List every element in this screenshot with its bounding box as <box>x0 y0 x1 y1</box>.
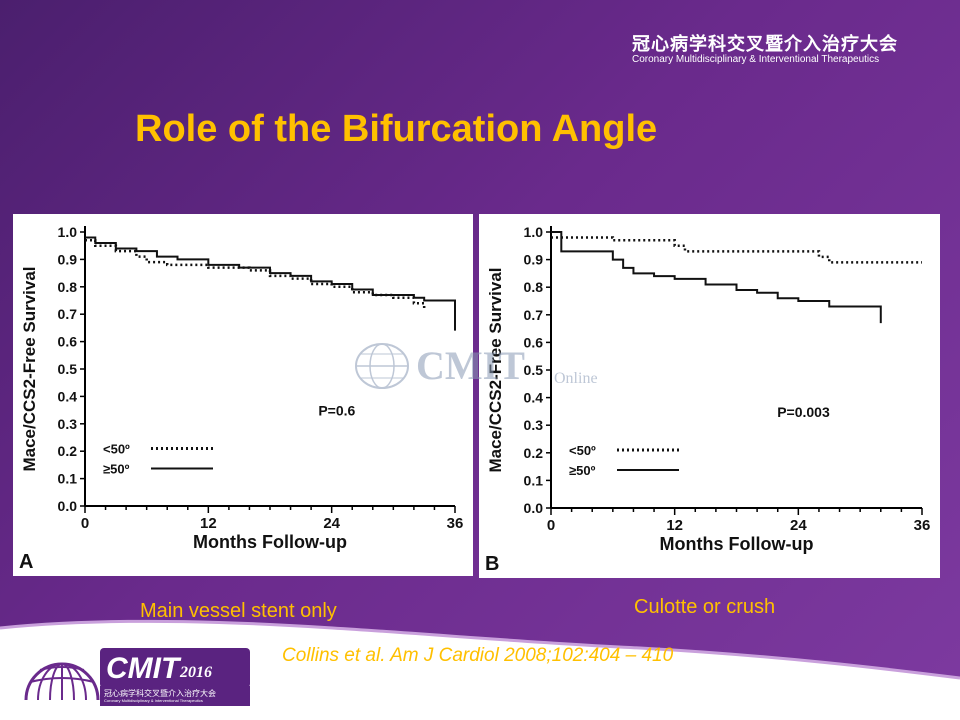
y-tick-label: 0.5 <box>524 362 544 378</box>
series-line-ge50 <box>85 236 456 331</box>
y-tick-label: 0.2 <box>524 445 544 461</box>
x-tick-label: 24 <box>790 517 807 534</box>
p-value-annotation: P=0.6 <box>318 403 355 419</box>
logo-english: Coronary Multidisciplinary & Interventio… <box>104 698 203 703</box>
legend-label: <50º <box>569 443 596 458</box>
x-tick-label: 12 <box>200 515 217 532</box>
x-tick-label: 36 <box>914 517 931 534</box>
y-tick-label: 0.5 <box>58 361 78 377</box>
y-tick-label: 0.8 <box>524 279 544 295</box>
x-tick-label: 36 <box>447 515 464 532</box>
legend-label: ≥50º <box>569 463 596 478</box>
y-tick-label: 0.0 <box>58 498 78 514</box>
y-tick-label: 0.4 <box>524 390 544 406</box>
x-tick-label: 0 <box>81 515 89 532</box>
x-axis-label: Months Follow-up <box>193 532 347 552</box>
chart-panel-b: 0.0 0.1 0.2 0.3 0.4 0.5 0.6 0.7 0.8 0.9 1.0 0 12 24 36… <box>479 214 940 578</box>
y-tick-label: 0.1 <box>524 472 544 488</box>
logo-chinese: 冠心病学科交叉暨介入治疗大会 <box>104 689 216 698</box>
watermark-suffix: Online <box>554 370 598 387</box>
legend-label: <50º <box>103 441 130 456</box>
y-tick-label: 0.7 <box>58 306 78 322</box>
x-axis-label: Months Follow-up <box>660 534 814 554</box>
panel-label: B <box>485 553 499 575</box>
y-axis-label: Mace/CCS2-Free Survival <box>20 266 39 471</box>
y-tick-label: 0.3 <box>524 417 544 433</box>
x-tick-label: 12 <box>666 517 683 534</box>
y-tick-label: 1.0 <box>58 224 78 240</box>
x-tick-label: 24 <box>323 515 340 532</box>
x-tick-label: 0 <box>547 517 555 534</box>
y-tick-label: 0.1 <box>58 471 78 487</box>
p-value-annotation: P=0.003 <box>777 404 830 420</box>
panel-label: A <box>19 551 33 573</box>
chart-panel-a: 0.0 0.1 0.2 0.3 0.4 0.5 0.6 0.7 0.8 0.9 1.0 0 12 24 36… <box>13 214 473 576</box>
citation: Collins et al. Am J Cardiol 2008;102:404… <box>282 645 674 666</box>
slide-title: Role of the Bifurcation Angle <box>135 108 658 150</box>
watermark-text: CMIT <box>416 343 525 388</box>
y-tick-label: 1.0 <box>524 224 544 240</box>
y-tick-label: 0.9 <box>524 252 544 268</box>
globe-icon <box>355 343 409 389</box>
y-tick-label: 0.9 <box>58 251 78 267</box>
logo-globe-icon <box>24 662 100 701</box>
y-axis-label: Mace/CCS2-Free Survival <box>486 267 505 472</box>
org-name-english: Coronary Multidisciplinary & Interventio… <box>632 54 880 65</box>
y-tick-label: 0.0 <box>524 500 544 516</box>
y-tick-label: 0.7 <box>524 307 544 323</box>
cmit-logo: CMIT 2016 冠心病学科交叉暨介入治疗大会 Coronary Multid… <box>20 630 260 710</box>
y-tick-label: 0.8 <box>58 279 78 295</box>
logo-text: CMIT <box>106 652 180 685</box>
y-tick-label: 0.6 <box>524 334 544 350</box>
watermark: CMIT Online <box>354 340 624 390</box>
legend-label: ≥50º <box>103 461 130 476</box>
caption-left: Main vessel stent only <box>140 600 337 622</box>
series-line-lt50 <box>551 236 922 264</box>
survival-chart-b: 0.0 0.1 0.2 0.3 0.4 0.5 0.6 0.7 0.8 0.9 1.0 0 12 24 36… <box>485 224 931 575</box>
caption-right: Culotte or crush <box>634 596 776 618</box>
y-tick-label: 0.2 <box>58 443 78 459</box>
y-tick-label: 0.4 <box>58 388 78 404</box>
y-tick-label: 0.6 <box>58 334 78 350</box>
series-line-ge50 <box>551 231 882 324</box>
y-tick-label: 0.3 <box>58 416 78 432</box>
org-name-chinese: 冠心病学科交叉暨介入治疗大会 <box>632 34 898 55</box>
survival-chart-a: 0.0 0.1 0.2 0.3 0.4 0.5 0.6 0.7 0.8 0.9 1.0 0 12 24 36… <box>19 224 464 573</box>
logo-year: 2016 <box>180 664 212 681</box>
